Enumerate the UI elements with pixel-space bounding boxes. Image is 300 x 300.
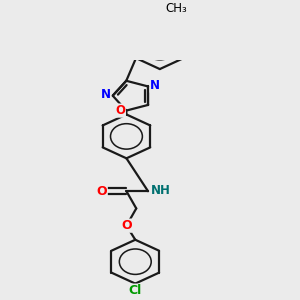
Text: Cl: Cl <box>129 284 142 297</box>
Text: CH₃: CH₃ <box>166 2 188 15</box>
Text: N: N <box>150 79 160 92</box>
Text: N: N <box>101 88 111 101</box>
Text: O: O <box>116 104 125 117</box>
Text: O: O <box>97 185 107 198</box>
Text: O: O <box>121 219 132 232</box>
Text: NH: NH <box>151 184 171 197</box>
